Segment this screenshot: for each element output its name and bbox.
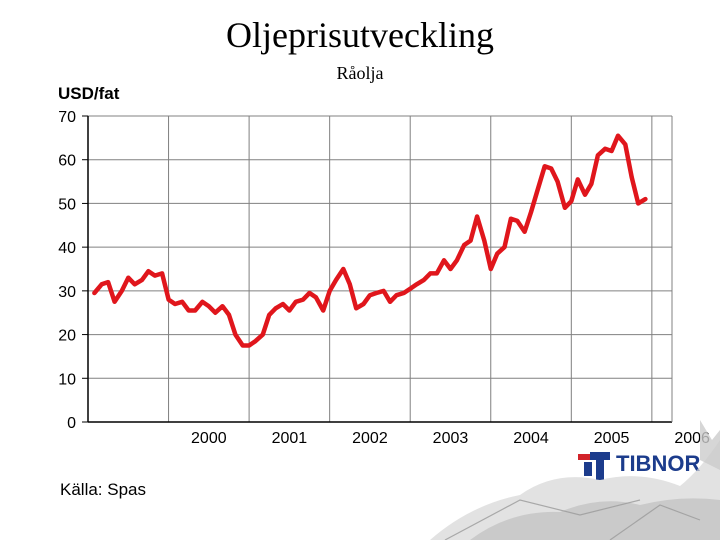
y-tick-label: 40 (58, 240, 76, 257)
x-tick-label: 2005 (594, 430, 630, 447)
x-tick-label: 2004 (513, 430, 549, 447)
logo-mark-blue-left (584, 462, 592, 476)
y-tick-label: 60 (58, 153, 76, 170)
y-axis-unit-label: USD/fat (58, 84, 120, 103)
logo-mark-blue-top (590, 452, 610, 460)
x-tick-label: 2002 (352, 430, 388, 447)
y-tick-label: 70 (58, 109, 76, 126)
chart-subtitle: Råolja (336, 63, 384, 83)
y-tick-label: 10 (58, 371, 76, 388)
logo-mark-blue-stem (596, 460, 604, 480)
x-tick-label: 2000 (191, 430, 227, 447)
logo-wordmark: TIBNOR (616, 451, 701, 476)
x-tick-label: 2003 (433, 430, 469, 447)
x-tick-label: 2006 (674, 430, 710, 447)
y-tick-label: 0 (67, 415, 76, 432)
logo-mark-red (578, 454, 590, 460)
y-tick-label: 50 (58, 196, 76, 213)
price-series-line (92, 133, 648, 348)
x-tick-label: 2001 (272, 430, 308, 447)
source-note: Källa: Spas (60, 480, 146, 499)
y-tick-label: 20 (58, 328, 76, 345)
y-tick-label: 30 (58, 284, 76, 301)
chart-title: Oljeprisutveckling (226, 15, 494, 55)
